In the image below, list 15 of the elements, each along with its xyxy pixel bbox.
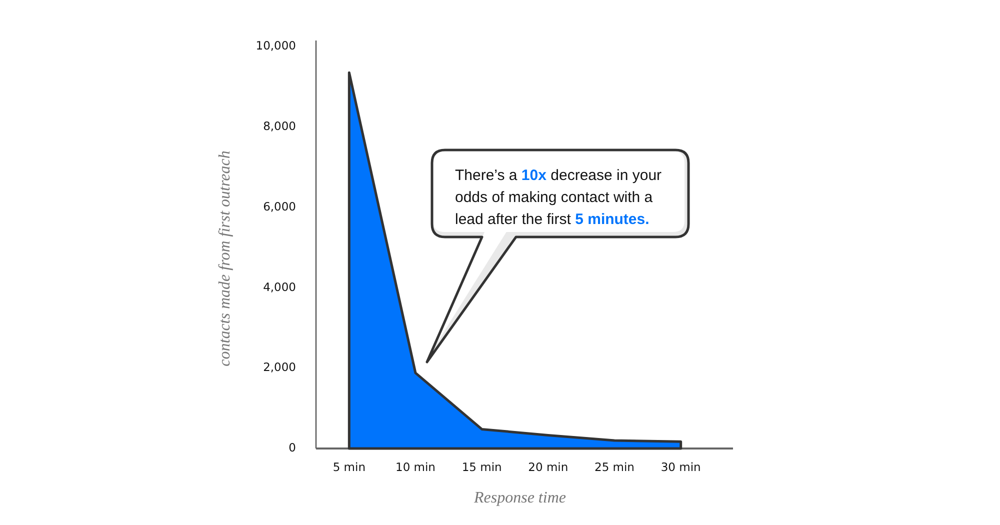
y-tick-label: 8,000: [263, 119, 296, 134]
x-tick-label: 15 min: [462, 460, 502, 474]
x-tick-label: 30 min: [660, 460, 701, 474]
y-tick-label: 10,000: [256, 38, 296, 53]
y-tick-label: 0: [288, 440, 296, 455]
y-axis-title: contacts made from first outreach: [216, 150, 234, 366]
text: There’s a 10x decrease in your odds of making contact with a lead after the first 5 minutes.: [455, 167, 662, 228]
x-tick-label: 20 min: [528, 460, 568, 474]
y-tick-label: 4,000: [263, 280, 296, 294]
x-tick-label: 10 min: [396, 460, 436, 474]
x-tick-label: 5 min: [332, 460, 366, 474]
y-tick-label: 6,000: [263, 199, 296, 214]
x-tick-label: 25 min: [594, 460, 634, 474]
y-tick-label: 2,000: [263, 360, 296, 374]
x-axis-title: Response time: [473, 490, 566, 507]
